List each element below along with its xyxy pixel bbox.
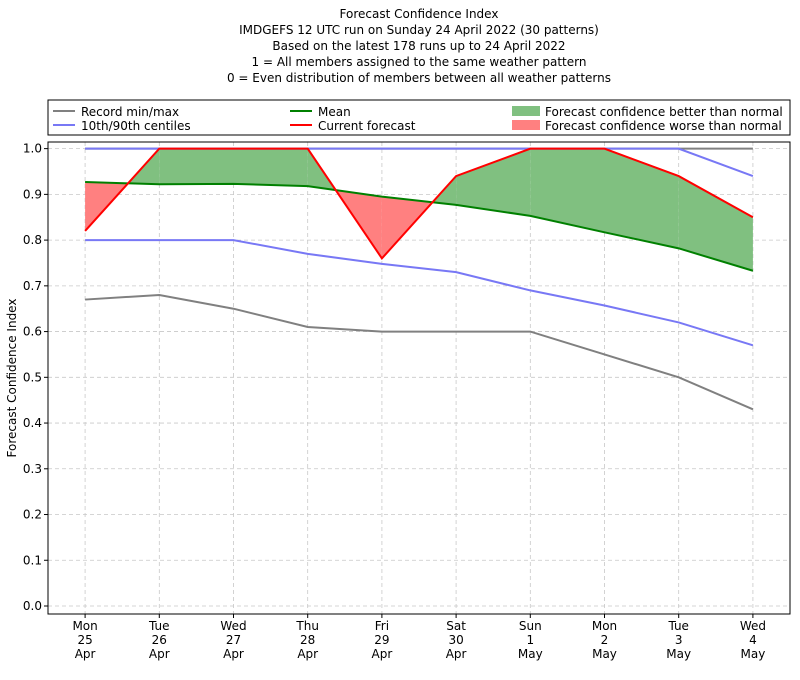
y-tick-label: 0.6: [23, 325, 42, 339]
x-tick-label-line: Apr: [223, 647, 244, 661]
better-fill: [456, 148, 531, 216]
x-tick-label-line: 2: [601, 633, 609, 647]
better-fill: [678, 176, 753, 271]
x-tick-label-line: 26: [152, 633, 167, 647]
x-tick-label-line: 30: [448, 633, 463, 647]
x-tick-label: Thu 28 Apr: [295, 619, 319, 661]
better-fill: [233, 148, 308, 187]
x-tick-label-line: 25: [77, 633, 92, 647]
x-tick-label-line: Apr: [446, 647, 467, 661]
x-tick-label-line: 27: [226, 633, 241, 647]
x-tick-label-line: May: [666, 647, 691, 661]
y-tick-label: 0.2: [23, 508, 42, 522]
x-tick-label-line: 1: [526, 633, 534, 647]
x-tick-label-line: Sat: [446, 619, 466, 633]
better-fill: [159, 148, 234, 185]
x-tick-label-line: Apr: [149, 647, 170, 661]
chart-title: Based on the latest 178 runs up to 24 Ap…: [272, 39, 565, 53]
x-tick-label-line: Tue: [148, 619, 170, 633]
better-fill: [530, 148, 605, 233]
x-tick-label: Mon 2 May: [592, 619, 617, 661]
y-tick-label: 0.0: [23, 599, 42, 613]
x-tick-label-line: May: [518, 647, 543, 661]
x-tick-label-line: Mon: [72, 619, 97, 633]
x-tick-label-line: Thu: [295, 619, 319, 633]
y-tick-label: 0.9: [23, 187, 42, 201]
x-tick-label-line: Wed: [220, 619, 246, 633]
x-tick-label-line: Fri: [375, 619, 389, 633]
x-tick-label-line: 28: [300, 633, 315, 647]
y-tick-label: 0.3: [23, 462, 42, 476]
x-tick-label: Sat 30 Apr: [446, 619, 467, 661]
chart-title: Forecast Confidence Index: [340, 7, 499, 21]
legend-label: Mean: [318, 105, 351, 119]
legend-swatch: [512, 106, 540, 116]
y-tick-label: 0.4: [23, 416, 42, 430]
series-line: [85, 181, 754, 272]
x-tick-label-line: May: [740, 647, 765, 661]
band-lower-line: [85, 293, 754, 411]
band-lower-line: [85, 239, 754, 347]
x-tick-label-line: Sun: [519, 619, 542, 633]
better-fill: [604, 148, 679, 249]
x-tick-label: Wed 4 May: [740, 619, 766, 661]
x-tick-label: Wed 27 Apr: [220, 619, 246, 661]
legend-label: Forecast confidence better than normal: [545, 105, 783, 119]
legend-swatch: [512, 120, 540, 130]
chart-title: IMDGEFS 12 UTC run on Sunday 24 April 20…: [239, 23, 599, 37]
legend-label: 10th/90th centiles: [81, 119, 191, 133]
y-tick-label: 0.7: [23, 279, 42, 293]
legend-label: Current forecast: [318, 119, 416, 133]
legend-label: Record min/max: [81, 105, 179, 119]
x-tick-label-line: 4: [749, 633, 757, 647]
x-tick-label-line: Tue: [667, 619, 689, 633]
x-tick-label-line: Apr: [75, 647, 96, 661]
x-tick-label-line: Mon: [592, 619, 617, 633]
x-tick-label: Tue 3 May: [666, 619, 691, 661]
y-tick-label: 0.1: [23, 553, 42, 567]
y-tick-label: 0.5: [23, 370, 42, 384]
y-tick-label: 0.8: [23, 233, 42, 247]
x-tick-label: Mon 25 Apr: [72, 619, 97, 661]
legend-box: [47, 99, 791, 136]
x-tick-label-line: 29: [374, 633, 389, 647]
y-axis-label: Forecast Confidence Index: [5, 299, 19, 458]
chart-title: 0 = Even distribution of members between…: [227, 71, 611, 85]
x-tick-label-line: Apr: [372, 647, 393, 661]
x-tick-label-line: May: [592, 647, 617, 661]
x-tick-label-line: Apr: [297, 647, 318, 661]
x-tick-label: Fri 29 Apr: [372, 619, 393, 661]
y-tick-label: 1.0: [23, 142, 42, 156]
x-tick-label-line: 3: [675, 633, 683, 647]
plot-frame: [47, 141, 791, 615]
legend-label: Forecast confidence worse than normal: [545, 119, 782, 133]
chart-title: 1 = All members assigned to the same wea…: [252, 55, 587, 69]
x-tick-label: Sun 1 May: [518, 619, 543, 661]
x-tick-label: Tue 26 Apr: [148, 619, 170, 661]
series-line: [84, 147, 754, 261]
x-tick-label-line: Wed: [740, 619, 766, 633]
